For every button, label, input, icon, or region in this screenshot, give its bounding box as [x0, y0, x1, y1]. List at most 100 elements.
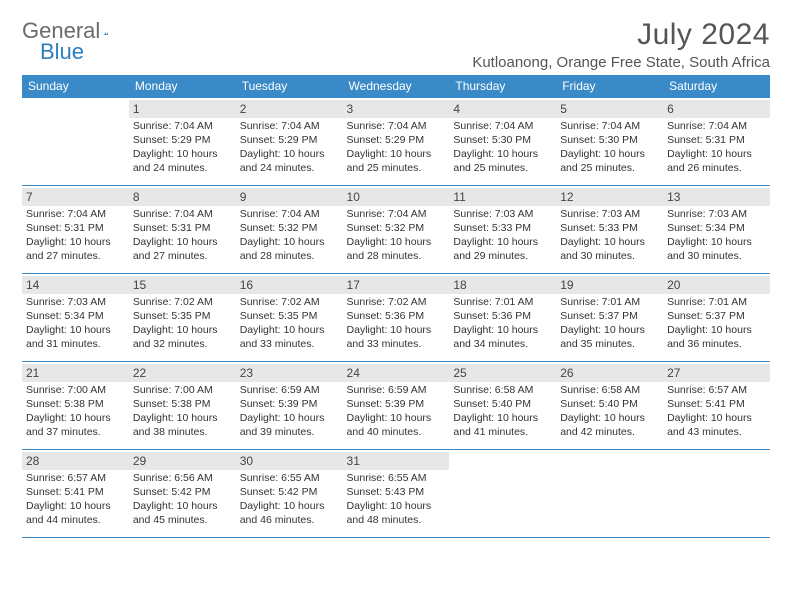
calendar-row: 1Sunrise: 7:04 AMSunset: 5:29 PMDaylight… — [22, 98, 770, 186]
day-details: Sunrise: 6:57 AMSunset: 5:41 PMDaylight:… — [26, 472, 125, 527]
day-number: 8 — [129, 188, 236, 206]
calendar-cell: 4Sunrise: 7:04 AMSunset: 5:30 PMDaylight… — [449, 98, 556, 186]
daylight-line: Daylight: 10 hours and 37 minutes. — [26, 412, 125, 440]
sunrise-line: Sunrise: 7:02 AM — [347, 296, 446, 310]
day-number: 7 — [22, 188, 129, 206]
calendar-table: Sunday Monday Tuesday Wednesday Thursday… — [22, 75, 770, 538]
sunrise-line: Sunrise: 6:57 AM — [667, 384, 766, 398]
sunset-line: Sunset: 5:43 PM — [347, 486, 446, 500]
daylight-line: Daylight: 10 hours and 29 minutes. — [453, 236, 552, 264]
sunset-line: Sunset: 5:39 PM — [347, 398, 446, 412]
day-number: 20 — [663, 276, 770, 294]
sunset-line: Sunset: 5:36 PM — [347, 310, 446, 324]
calendar-cell: 26Sunrise: 6:58 AMSunset: 5:40 PMDayligh… — [556, 362, 663, 450]
day-number: 10 — [343, 188, 450, 206]
day-number: 14 — [22, 276, 129, 294]
daylight-line: Daylight: 10 hours and 41 minutes. — [453, 412, 552, 440]
daylight-line: Daylight: 10 hours and 24 minutes. — [133, 148, 232, 176]
sunrise-line: Sunrise: 6:57 AM — [26, 472, 125, 486]
calendar-row: 7Sunrise: 7:04 AMSunset: 5:31 PMDaylight… — [22, 186, 770, 274]
day-number: 9 — [236, 188, 343, 206]
month-title: July 2024 — [472, 18, 770, 52]
daylight-line: Daylight: 10 hours and 28 minutes. — [240, 236, 339, 264]
day-number: 25 — [449, 364, 556, 382]
day-details: Sunrise: 7:02 AMSunset: 5:36 PMDaylight:… — [347, 296, 446, 351]
sunrise-line: Sunrise: 7:04 AM — [240, 208, 339, 222]
daylight-line: Daylight: 10 hours and 24 minutes. — [240, 148, 339, 176]
calendar-cell — [449, 450, 556, 538]
weekday-header-row: Sunday Monday Tuesday Wednesday Thursday… — [22, 75, 770, 98]
daylight-line: Daylight: 10 hours and 25 minutes. — [347, 148, 446, 176]
calendar-cell: 10 Sunrise: 7:04 AMSunset: 5:32 PMDayligh… — [343, 186, 450, 274]
daylight-line: Daylight: 10 hours and 28 minutes. — [347, 236, 446, 264]
sunrise-line: Sunrise: 7:01 AM — [560, 296, 659, 310]
weekday-header: Friday — [556, 75, 663, 98]
calendar-cell — [663, 450, 770, 538]
sunrise-line: Sunrise: 7:00 AM — [133, 384, 232, 398]
day-number: 23 — [236, 364, 343, 382]
day-number: 31 — [343, 452, 450, 470]
daylight-line: Daylight: 10 hours and 27 minutes. — [133, 236, 232, 264]
day-number: 26 — [556, 364, 663, 382]
sunrise-line: Sunrise: 7:04 AM — [347, 208, 446, 222]
calendar-cell: 24 Sunrise: 6:59 AMSunset: 5:39 PMDayligh… — [343, 362, 450, 450]
sunset-line: Sunset: 5:35 PM — [240, 310, 339, 324]
day-number: 15 — [129, 276, 236, 294]
calendar-cell: 31 Sunrise: 6:55 AMSunset: 5:43 PMDayligh… — [343, 450, 450, 538]
day-details: Sunrise: 7:02 AMSunset: 5:35 PMDaylight:… — [133, 296, 232, 351]
day-number: 27 — [663, 364, 770, 382]
day-details: Sunrise: 7:04 AMSunset: 5:29 PMDaylight:… — [240, 120, 339, 175]
weekday-header: Tuesday — [236, 75, 343, 98]
day-details: Sunrise: 6:59 AMSunset: 5:39 PMDaylight:… — [240, 384, 339, 439]
sunset-line: Sunset: 5:42 PM — [133, 486, 232, 500]
calendar-cell: 27 Sunrise: 6:57 AMSunset: 5:41 PMDayligh… — [663, 362, 770, 450]
day-details: Sunrise: 7:04 AMSunset: 5:32 PMDaylight:… — [347, 208, 446, 263]
sunset-line: Sunset: 5:33 PM — [453, 222, 552, 236]
sunset-line: Sunset: 5:32 PM — [347, 222, 446, 236]
calendar-cell: 1Sunrise: 7:04 AMSunset: 5:29 PMDaylight… — [129, 98, 236, 186]
sunset-line: Sunset: 5:40 PM — [453, 398, 552, 412]
day-number: 16 — [236, 276, 343, 294]
calendar-cell: 16Sunrise: 7:02 AMSunset: 5:35 PMDayligh… — [236, 274, 343, 362]
day-details: Sunrise: 7:00 AMSunset: 5:38 PMDaylight:… — [26, 384, 125, 439]
weekday-header: Wednesday — [343, 75, 450, 98]
day-details: Sunrise: 6:59 AMSunset: 5:39 PMDaylight:… — [347, 384, 446, 439]
sunrise-line: Sunrise: 7:04 AM — [347, 120, 446, 134]
day-details: Sunrise: 6:58 AMSunset: 5:40 PMDaylight:… — [453, 384, 552, 439]
sunset-line: Sunset: 5:41 PM — [667, 398, 766, 412]
calendar-cell: 3Sunrise: 7:04 AMSunset: 5:29 PMDaylight… — [343, 98, 450, 186]
daylight-line: Daylight: 10 hours and 31 minutes. — [26, 324, 125, 352]
sunrise-line: Sunrise: 6:55 AM — [347, 472, 446, 486]
day-details: Sunrise: 7:04 AMSunset: 5:32 PMDaylight:… — [240, 208, 339, 263]
sunrise-line: Sunrise: 6:59 AM — [347, 384, 446, 398]
daylight-line: Daylight: 10 hours and 45 minutes. — [133, 500, 232, 528]
day-details: Sunrise: 7:03 AMSunset: 5:33 PMDaylight:… — [560, 208, 659, 263]
sunrise-line: Sunrise: 6:58 AM — [453, 384, 552, 398]
sunset-line: Sunset: 5:33 PM — [560, 222, 659, 236]
calendar-cell: 8Sunrise: 7:04 AMSunset: 5:31 PMDaylight… — [129, 186, 236, 274]
day-number: 24 — [343, 364, 450, 382]
calendar-cell: 12Sunrise: 7:03 AMSunset: 5:33 PMDayligh… — [556, 186, 663, 274]
day-details: Sunrise: 6:55 AMSunset: 5:43 PMDaylight:… — [347, 472, 446, 527]
daylight-line: Daylight: 10 hours and 25 minutes. — [560, 148, 659, 176]
daylight-line: Daylight: 10 hours and 32 minutes. — [133, 324, 232, 352]
calendar-cell: 19Sunrise: 7:01 AMSunset: 5:37 PMDayligh… — [556, 274, 663, 362]
sunrise-line: Sunrise: 6:59 AM — [240, 384, 339, 398]
sunrise-line: Sunrise: 6:56 AM — [133, 472, 232, 486]
daylight-line: Daylight: 10 hours and 48 minutes. — [347, 500, 446, 528]
day-details: Sunrise: 6:56 AMSunset: 5:42 PMDaylight:… — [133, 472, 232, 527]
daylight-line: Daylight: 10 hours and 40 minutes. — [347, 412, 446, 440]
sunrise-line: Sunrise: 6:55 AM — [240, 472, 339, 486]
sunset-line: Sunset: 5:31 PM — [667, 134, 766, 148]
sunrise-line: Sunrise: 7:04 AM — [667, 120, 766, 134]
day-details: Sunrise: 7:04 AMSunset: 5:29 PMDaylight:… — [133, 120, 232, 175]
sunset-line: Sunset: 5:42 PM — [240, 486, 339, 500]
calendar-cell: 29Sunrise: 6:56 AMSunset: 5:42 PMDayligh… — [129, 450, 236, 538]
day-details: Sunrise: 6:57 AMSunset: 5:41 PMDaylight:… — [667, 384, 766, 439]
daylight-line: Daylight: 10 hours and 42 minutes. — [560, 412, 659, 440]
sunrise-line: Sunrise: 7:04 AM — [240, 120, 339, 134]
day-details: Sunrise: 7:01 AMSunset: 5:37 PMDaylight:… — [667, 296, 766, 351]
sunset-line: Sunset: 5:41 PM — [26, 486, 125, 500]
day-details: Sunrise: 7:04 AMSunset: 5:31 PMDaylight:… — [667, 120, 766, 175]
sunrise-line: Sunrise: 7:03 AM — [667, 208, 766, 222]
